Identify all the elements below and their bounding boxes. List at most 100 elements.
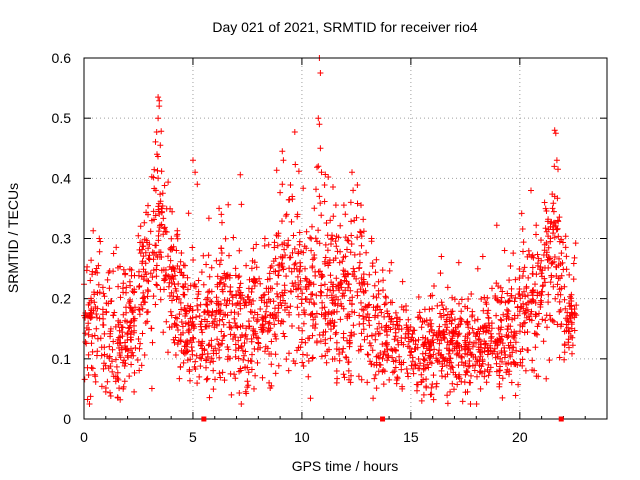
data-point (203, 364, 209, 371)
data-point (569, 350, 575, 357)
data-point (337, 316, 344, 323)
data-point (492, 340, 499, 347)
data-point (256, 275, 263, 282)
data-point (357, 229, 364, 236)
data-point (418, 324, 425, 331)
data-point (404, 370, 411, 377)
data-point (181, 350, 188, 357)
data-point (331, 322, 338, 329)
y-tick-labels: 0 0.1 0.2 0.3 0.4 0.5 0.6 (52, 50, 72, 427)
data-point (161, 225, 168, 232)
data-point (311, 205, 318, 212)
data-point (338, 279, 345, 285)
data-point (219, 219, 225, 226)
data-point (474, 316, 481, 323)
data-point (131, 322, 137, 329)
data-point (165, 179, 172, 186)
data-point (96, 248, 103, 255)
data-point (166, 263, 173, 270)
data-point (215, 301, 222, 308)
data-point (275, 262, 282, 269)
data-point (528, 253, 535, 260)
data-point (155, 175, 162, 182)
data-point (95, 281, 102, 288)
data-point (451, 296, 458, 303)
data-point (368, 332, 375, 339)
data-point (281, 333, 288, 340)
data-point (518, 210, 525, 217)
data-point (555, 166, 561, 173)
data-point (213, 350, 220, 357)
data-point (344, 315, 351, 322)
data-point (235, 337, 242, 344)
data-point (467, 379, 474, 386)
x-axis-label: GPS time / hours (292, 458, 399, 474)
data-point (110, 312, 117, 319)
data-point (372, 269, 379, 276)
data-point (336, 287, 343, 294)
data-point (430, 396, 437, 403)
data-point (439, 373, 445, 380)
data-point (437, 270, 444, 277)
data-point (462, 360, 469, 367)
data-point (318, 169, 325, 176)
data-point (392, 347, 399, 353)
data-point (154, 253, 161, 260)
data-point (434, 336, 441, 343)
data-point (556, 286, 563, 293)
data-point (204, 350, 211, 357)
data-point (93, 325, 100, 332)
data-point (113, 363, 120, 370)
data-point (551, 234, 558, 241)
data-point (104, 378, 111, 385)
data-point (208, 298, 215, 305)
data-point (545, 264, 552, 271)
data-point (232, 375, 239, 382)
data-point (190, 325, 197, 332)
data-point (89, 333, 96, 340)
data-point (227, 288, 233, 295)
data-point (142, 320, 149, 326)
data-point (329, 235, 336, 242)
data-point (517, 348, 524, 355)
data-point (552, 295, 559, 302)
data-point (470, 354, 477, 360)
data-point (557, 261, 564, 267)
data-point (303, 228, 310, 235)
data-point (292, 161, 299, 168)
data-point (394, 375, 401, 382)
data-point (542, 225, 549, 232)
data-point (517, 359, 524, 366)
data-point (139, 330, 146, 337)
data-point (187, 315, 194, 322)
data-point (288, 268, 295, 275)
data-point (305, 373, 312, 380)
data-point (469, 343, 476, 350)
data-point (275, 362, 282, 369)
data-point (137, 239, 144, 246)
data-point (375, 278, 382, 285)
data-point (540, 338, 547, 345)
data-point (299, 327, 306, 334)
data-point (489, 285, 495, 292)
data-point (210, 386, 217, 393)
y-tick-label: 0.3 (52, 231, 72, 247)
data-point (237, 295, 244, 302)
data-point (560, 266, 567, 273)
data-point (165, 349, 171, 356)
data-point (419, 318, 426, 325)
data-point (438, 351, 445, 358)
data-point (449, 380, 456, 387)
data-point (529, 292, 536, 299)
data-point (457, 315, 464, 322)
data-point (154, 282, 161, 289)
data-point (392, 325, 399, 332)
data-point (550, 219, 557, 226)
data-point (184, 340, 191, 347)
data-point (528, 308, 535, 315)
data-point (128, 352, 135, 359)
data-point (100, 315, 107, 322)
data-point (561, 283, 568, 290)
data-point (349, 294, 356, 301)
data-point (212, 376, 218, 383)
